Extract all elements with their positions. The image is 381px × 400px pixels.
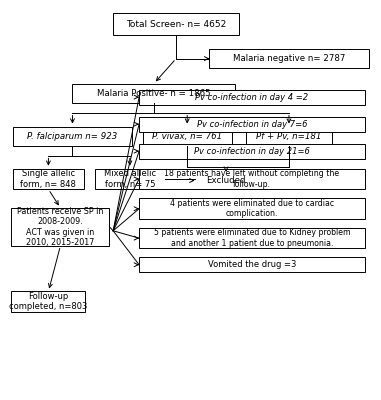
Text: 5 patients were eliminated due to Kidney problem
and another 1 patient due to pn: 5 patients were eliminated due to Kidney…	[154, 228, 350, 248]
Text: Patients receive SP in
2008-2009.
ACT was given in
2010, 2015-2017: Patients receive SP in 2008-2009. ACT wa…	[17, 207, 104, 247]
Text: Excluded: Excluded	[206, 176, 246, 185]
Text: Follow-up
completed, n=803: Follow-up completed, n=803	[9, 292, 88, 311]
FancyBboxPatch shape	[247, 126, 331, 146]
Text: 18 patients have left without completing the
follow-up.: 18 patients have left without completing…	[164, 169, 339, 189]
FancyBboxPatch shape	[13, 169, 83, 189]
Text: Single allelic
form, n= 848: Single allelic form, n= 848	[21, 169, 76, 189]
FancyBboxPatch shape	[195, 172, 258, 189]
Text: Malaria negative n= 2787: Malaria negative n= 2787	[233, 54, 345, 63]
Text: Pv co-infection in day 21=6: Pv co-infection in day 21=6	[194, 147, 310, 156]
FancyBboxPatch shape	[139, 257, 365, 272]
Text: Vomited the drug =3: Vomited the drug =3	[208, 260, 296, 269]
Text: Pv co-infection in day 7=6: Pv co-infection in day 7=6	[197, 120, 307, 129]
FancyBboxPatch shape	[139, 198, 365, 219]
FancyBboxPatch shape	[143, 126, 232, 146]
FancyBboxPatch shape	[72, 84, 235, 103]
FancyBboxPatch shape	[139, 169, 365, 189]
FancyBboxPatch shape	[113, 13, 239, 35]
Text: Malaria Positive- n = 1865: Malaria Positive- n = 1865	[97, 89, 211, 98]
Text: Pv co-infection in day 4 =2: Pv co-infection in day 4 =2	[195, 93, 309, 102]
Text: P. vivax, n= 761: P. vivax, n= 761	[152, 132, 222, 140]
FancyBboxPatch shape	[13, 126, 132, 146]
Text: Mixed allelic
form, n= 75: Mixed allelic form, n= 75	[104, 169, 156, 189]
FancyBboxPatch shape	[11, 208, 109, 246]
FancyBboxPatch shape	[210, 49, 368, 68]
Text: 4 patients were eliminated due to cardiac
complication.: 4 patients were eliminated due to cardia…	[170, 199, 334, 218]
FancyBboxPatch shape	[139, 116, 365, 132]
Text: P. falciparum n= 923: P. falciparum n= 923	[27, 132, 118, 140]
FancyBboxPatch shape	[139, 144, 365, 159]
FancyBboxPatch shape	[139, 90, 365, 105]
FancyBboxPatch shape	[95, 169, 165, 189]
FancyBboxPatch shape	[11, 291, 85, 312]
FancyBboxPatch shape	[139, 228, 365, 248]
Text: Pf + Pv, n=181: Pf + Pv, n=181	[256, 132, 322, 140]
Text: Total Screen- n= 4652: Total Screen- n= 4652	[126, 20, 226, 29]
